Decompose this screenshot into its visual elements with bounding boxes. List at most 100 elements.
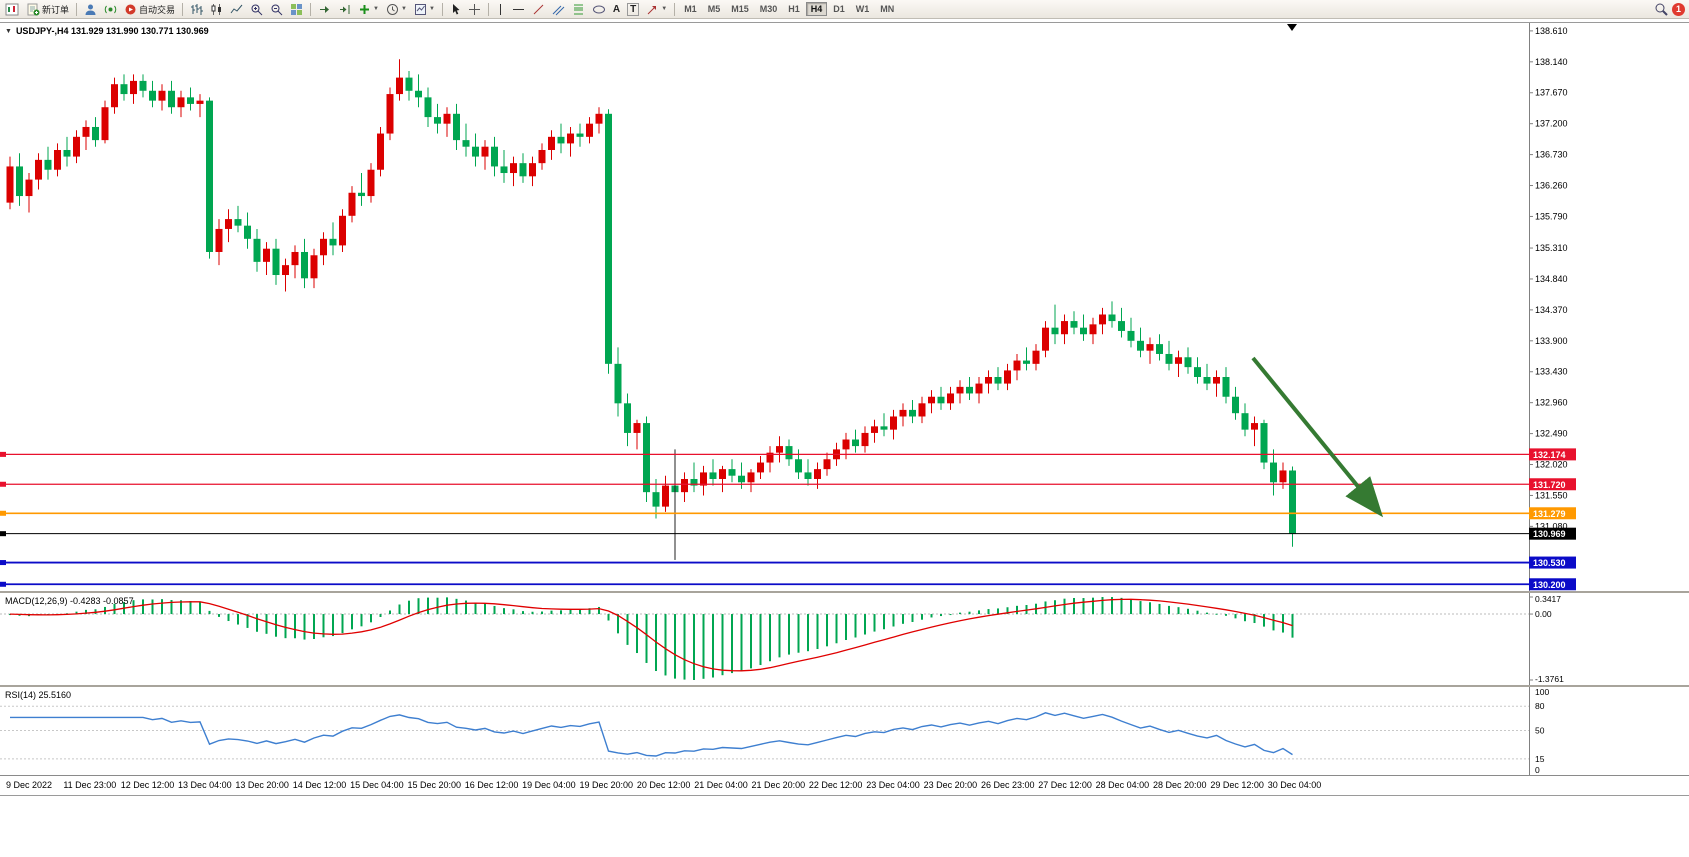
price-chart-canvas[interactable]: 138.610 138.140 137.670 137.200 136.730 136.2… <box>0 23 1689 591</box>
auto-trading-icon <box>124 3 137 16</box>
svg-text:137.670: 137.670 <box>1535 88 1568 98</box>
timeframe-m5-button[interactable]: M5 <box>707 4 721 14</box>
auto-scroll-icon <box>318 3 331 16</box>
timeframe-m15-button[interactable]: M15 <box>731 4 749 14</box>
profile-button[interactable] <box>81 0 100 18</box>
timeframe-h1-button[interactable]: H1 <box>788 4 800 14</box>
notification-badge[interactable]: 1 <box>1672 2 1685 16</box>
auto-trading-button[interactable]: 自动交易 <box>121 0 178 18</box>
svg-text:135.790: 135.790 <box>1535 211 1568 221</box>
svg-text:134.370: 134.370 <box>1535 305 1568 315</box>
indicators-plus-icon <box>358 3 371 16</box>
svg-text:130.530: 130.530 <box>1533 558 1566 568</box>
channel-button[interactable] <box>549 0 568 18</box>
rsi-canvas[interactable]: 80 50 15 100 0 <box>0 687 1689 775</box>
svg-text:50: 50 <box>1535 726 1545 736</box>
auto-scroll-button[interactable] <box>315 0 334 18</box>
time-label: 9 Dec 2022 <box>6 780 53 790</box>
text-a-icon: A <box>612 3 621 15</box>
trendline-button[interactable] <box>529 0 548 18</box>
label-button[interactable]: T <box>624 0 642 18</box>
svg-text:0: 0 <box>1535 765 1540 775</box>
indicators-button[interactable]: ▼ <box>355 0 382 18</box>
window-bottom-area <box>0 796 1689 857</box>
zoom-in-button[interactable] <box>247 0 266 18</box>
chevron-down-icon: ▼ <box>400 6 407 12</box>
line-chart-button[interactable] <box>227 0 246 18</box>
search-button[interactable] <box>1651 0 1671 18</box>
horizontal-line-icon <box>512 3 525 16</box>
chart-expand-button[interactable]: ▼ <box>5 27 12 35</box>
time-label: 29 Dec 12:00 <box>1210 780 1264 790</box>
timeframe-mn-button[interactable]: MN <box>880 4 895 14</box>
svg-text:132.960: 132.960 <box>1535 398 1568 408</box>
svg-text:131.279: 131.279 <box>1533 509 1566 519</box>
panel-separator[interactable] <box>0 685 1689 687</box>
rsi-panel[interactable]: 80 50 15 100 0 RSI(14) 25.5160 <box>0 687 1689 775</box>
clock-icon <box>386 3 399 16</box>
bar-chart-button[interactable] <box>187 0 206 18</box>
zoom-out-button[interactable] <box>267 0 286 18</box>
time-label: 11 Dec 23:00 <box>63 780 117 790</box>
horizontal-line-button[interactable] <box>509 0 528 18</box>
timeframe-m30-button[interactable]: M30 <box>759 4 778 14</box>
chart-title: USDJPY-,H4 131.929 131.990 130.771 130.9… <box>15 26 209 36</box>
panel-separator[interactable] <box>0 591 1689 593</box>
timeframe-h4-button[interactable]: H4 <box>805 2 828 16</box>
zoom-in-icon <box>250 3 263 16</box>
time-label: 23 Dec 20:00 <box>923 780 978 790</box>
svg-text:133.430: 133.430 <box>1535 367 1568 377</box>
time-label: 27 Dec 12:00 <box>1038 780 1092 790</box>
new-order-button[interactable]: 新订单 <box>23 0 72 18</box>
svg-text:132.020: 132.020 <box>1535 460 1568 470</box>
chart-shift-icon <box>338 3 351 16</box>
toolbar-divider <box>76 2 78 16</box>
fibonacci-button[interactable] <box>569 0 588 18</box>
vertical-line-icon <box>496 3 505 16</box>
candlestick-chart-button[interactable] <box>207 0 226 18</box>
time-label: 14 Dec 12:00 <box>292 780 347 790</box>
time-label: 15 Dec 04:00 <box>350 780 404 790</box>
templates-button[interactable]: ▼ <box>411 0 438 18</box>
cursor-icon <box>450 3 461 16</box>
bar-chart-icon <box>190 3 204 16</box>
macd-panel[interactable]: 0.3417 0.00 -1.3761 MACD(12,26,9) -0.4283 … <box>0 593 1689 685</box>
timeframe-d1-button[interactable]: D1 <box>833 4 845 14</box>
channel-icon <box>552 3 565 16</box>
time-label: 19 Dec 20:00 <box>579 780 634 790</box>
timeframe-w1-button[interactable]: W1 <box>855 4 870 14</box>
time-label: 21 Dec 04:00 <box>694 780 748 790</box>
time-label: 30 Dec 04:00 <box>1267 780 1322 790</box>
chevron-down-icon: ▼ <box>428 6 435 12</box>
ellipse-icon <box>592 3 606 16</box>
time-label: 22 Dec 12:00 <box>808 780 863 790</box>
arrows-button[interactable]: ▼ <box>643 0 670 18</box>
text-button[interactable]: A <box>610 0 623 18</box>
periods-button[interactable]: ▼ <box>383 0 410 18</box>
svg-text:133.900: 133.900 <box>1535 336 1568 346</box>
crosshair-button[interactable] <box>465 0 484 18</box>
signal-icon <box>104 3 117 16</box>
tile-windows-button[interactable] <box>287 0 306 18</box>
new-chart-button[interactable] <box>2 0 22 18</box>
trendline-icon <box>532 3 545 16</box>
svg-text:136.730: 136.730 <box>1535 150 1568 160</box>
alerts-button[interactable] <box>101 0 120 18</box>
shapes-button[interactable] <box>589 0 609 18</box>
svg-text:138.610: 138.610 <box>1535 26 1568 36</box>
svg-text:0.3417: 0.3417 <box>1535 594 1561 604</box>
chart-shift-button[interactable] <box>335 0 354 18</box>
line-chart-icon <box>230 3 243 16</box>
time-label: 21 Dec 20:00 <box>751 780 806 790</box>
svg-text:136.260: 136.260 <box>1535 181 1568 191</box>
candlestick-chart-icon <box>210 3 223 16</box>
macd-label: MACD(12,26,9) -0.4283 -0.0857 <box>5 596 134 606</box>
price-chart-panel[interactable]: 138.610 138.140 137.670 137.200 136.730 136.2… <box>0 23 1689 591</box>
timeframe-m1-button[interactable]: M1 <box>684 4 697 14</box>
cursor-button[interactable] <box>447 0 464 18</box>
macd-canvas[interactable]: 0.3417 0.00 -1.3761 <box>0 593 1689 685</box>
auto-trading-label: 自动交易 <box>139 4 176 15</box>
time-label: 28 Dec 20:00 <box>1153 780 1207 790</box>
time-axis[interactable]: 9 Dec 2022 11 Dec 23:00 12 Dec 12:00 13 Dec… <box>0 775 1689 795</box>
vertical-line-button[interactable] <box>493 0 508 18</box>
